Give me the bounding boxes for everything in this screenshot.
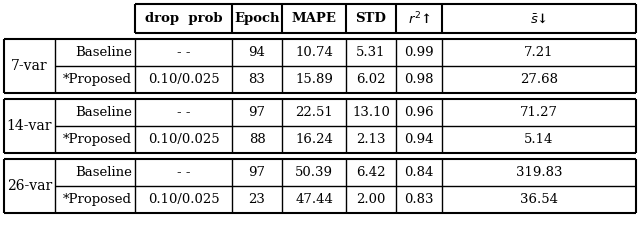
Text: 0.96: 0.96 <box>404 106 434 119</box>
Text: $\bar{s}$↓: $\bar{s}$↓ <box>531 12 548 25</box>
Text: 0.83: 0.83 <box>404 193 434 206</box>
Text: MAPE: MAPE <box>292 12 337 25</box>
Text: 0.10/0.025: 0.10/0.025 <box>148 133 220 146</box>
Text: - -: - - <box>177 106 190 119</box>
Text: 5.31: 5.31 <box>356 46 386 59</box>
Text: 88: 88 <box>248 133 266 146</box>
Text: 47.44: 47.44 <box>295 193 333 206</box>
Text: 97: 97 <box>248 106 266 119</box>
Text: 2.13: 2.13 <box>356 133 386 146</box>
Text: *Proposed: *Proposed <box>63 73 132 86</box>
Text: *Proposed: *Proposed <box>63 193 132 206</box>
Text: 83: 83 <box>248 73 266 86</box>
Text: 7-var: 7-var <box>11 59 48 73</box>
Text: 319.83: 319.83 <box>516 166 563 179</box>
Text: $r^2$↑: $r^2$↑ <box>408 10 430 27</box>
Text: 15.89: 15.89 <box>295 73 333 86</box>
Text: 94: 94 <box>248 46 266 59</box>
Text: 97: 97 <box>248 166 266 179</box>
Text: 6.42: 6.42 <box>356 166 386 179</box>
Text: drop  prob: drop prob <box>145 12 222 25</box>
Text: 0.84: 0.84 <box>404 166 434 179</box>
Text: 13.10: 13.10 <box>352 106 390 119</box>
Text: 14-var: 14-var <box>7 119 52 133</box>
Text: 10.74: 10.74 <box>295 46 333 59</box>
Text: 5.14: 5.14 <box>524 133 554 146</box>
Text: 2.00: 2.00 <box>356 193 386 206</box>
Text: 0.10/0.025: 0.10/0.025 <box>148 73 220 86</box>
Text: Epoch: Epoch <box>234 12 280 25</box>
Text: 26-var: 26-var <box>7 179 52 193</box>
Text: 0.94: 0.94 <box>404 133 434 146</box>
Text: 0.99: 0.99 <box>404 46 434 59</box>
Text: Baseline: Baseline <box>75 46 132 59</box>
Text: 27.68: 27.68 <box>520 73 558 86</box>
Text: STD: STD <box>356 12 387 25</box>
Text: 16.24: 16.24 <box>295 133 333 146</box>
Text: 7.21: 7.21 <box>524 46 554 59</box>
Text: Baseline: Baseline <box>75 166 132 179</box>
Text: 50.39: 50.39 <box>295 166 333 179</box>
Text: 71.27: 71.27 <box>520 106 558 119</box>
Text: 0.10/0.025: 0.10/0.025 <box>148 193 220 206</box>
Text: 36.54: 36.54 <box>520 193 558 206</box>
Text: 22.51: 22.51 <box>295 106 333 119</box>
Text: - -: - - <box>177 46 190 59</box>
Text: 23: 23 <box>248 193 266 206</box>
Text: Baseline: Baseline <box>75 106 132 119</box>
Text: 0.98: 0.98 <box>404 73 434 86</box>
Text: - -: - - <box>177 166 190 179</box>
Text: 6.02: 6.02 <box>356 73 386 86</box>
Text: *Proposed: *Proposed <box>63 133 132 146</box>
